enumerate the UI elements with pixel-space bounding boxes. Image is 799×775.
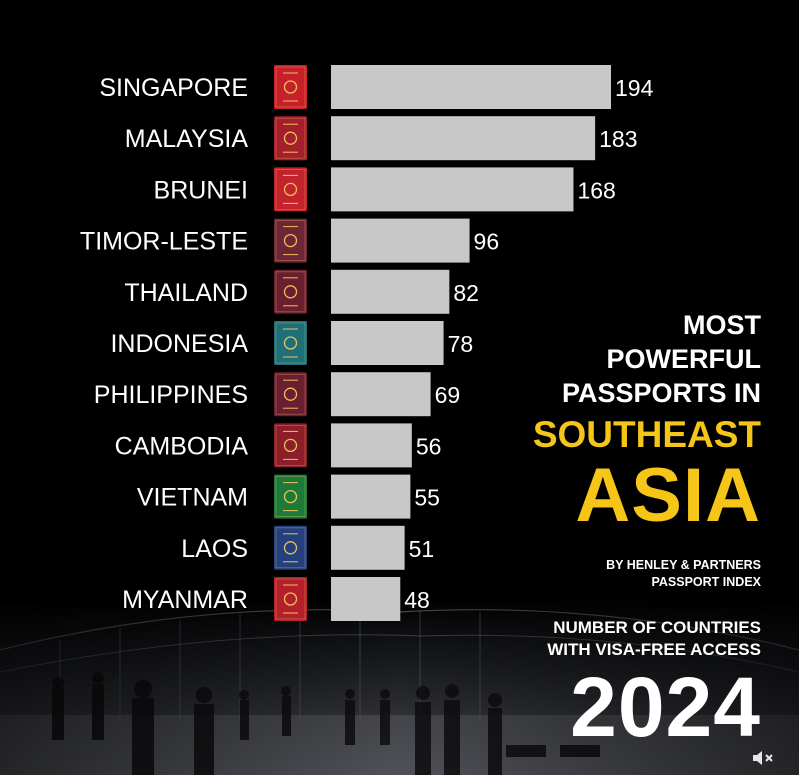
year-label: 2024 (570, 660, 761, 754)
chart-title-main: MOST POWERFUL PASSPORTS IN (561, 310, 761, 408)
category-label-vietnam: VIETNAM (137, 484, 248, 512)
category-label-singapore: SINGAPORE (99, 74, 248, 102)
bar-cambodia (331, 423, 412, 468)
mute-button[interactable] (748, 745, 778, 771)
value-label-timor-leste: 96 (474, 229, 500, 255)
bar-myanmar (331, 577, 401, 621)
passport-icon-myanmar (274, 577, 307, 621)
category-label-indonesia: INDONESIA (110, 330, 248, 358)
value-label-laos: 51 (409, 536, 435, 562)
passport-icon-cambodia (274, 423, 307, 468)
category-label-philippines: PHILIPPINES (94, 381, 248, 409)
source-note: BY HENLEY & PARTNERS PASSPORT INDEX (606, 558, 761, 589)
passport-icon-brunei (274, 167, 307, 212)
passport-icon-malaysia (274, 116, 307, 161)
chart-title-region: SOUTHEAST (532, 414, 761, 455)
passport-icon-indonesia (274, 321, 307, 365)
passport-icon-philippines (274, 372, 307, 417)
value-label-singapore: 194 (615, 75, 654, 101)
chart-subtitle: NUMBER OF COUNTRIES WITH VISA-FREE ACCES… (547, 618, 761, 659)
bar-brunei (331, 167, 574, 212)
passport-icon-thailand (274, 269, 307, 314)
chart-title-asia: ASIA (575, 453, 761, 538)
bar-indonesia (331, 321, 444, 365)
speaker-muted-icon (753, 751, 773, 765)
category-label-thailand: THAILAND (124, 279, 248, 307)
passport-icon-timor-leste (274, 218, 307, 263)
airport-background (0, 600, 799, 775)
value-label-vietnam: 55 (414, 485, 440, 511)
value-label-cambodia: 56 (416, 433, 442, 459)
bar-philippines (331, 372, 431, 417)
category-label-malaysia: MALAYSIA (125, 125, 249, 153)
bar-laos (331, 525, 405, 570)
bar-singapore (331, 65, 611, 109)
bar-thailand (331, 269, 450, 314)
category-label-timor-leste: TIMOR-LESTE (80, 228, 248, 256)
passport-icon-vietnam (274, 474, 307, 519)
value-label-malaysia: 183 (599, 126, 637, 152)
passport-icon-laos (274, 525, 307, 570)
category-label-laos: LAOS (181, 535, 248, 563)
bar-timor-leste (331, 218, 470, 263)
bar-malaysia (331, 116, 596, 161)
value-label-thailand: 82 (453, 280, 479, 306)
category-label-brunei: BRUNEI (154, 176, 248, 204)
bar-vietnam (331, 474, 411, 519)
value-label-myanmar: 48 (404, 587, 430, 613)
passport-icon-singapore (274, 65, 307, 109)
category-label-myanmar: MYANMAR (122, 586, 248, 614)
value-label-brunei: 168 (577, 177, 615, 203)
value-label-philippines: 69 (435, 382, 461, 408)
value-label-indonesia: 78 (448, 331, 474, 357)
category-label-cambodia: CAMBODIA (115, 432, 249, 460)
